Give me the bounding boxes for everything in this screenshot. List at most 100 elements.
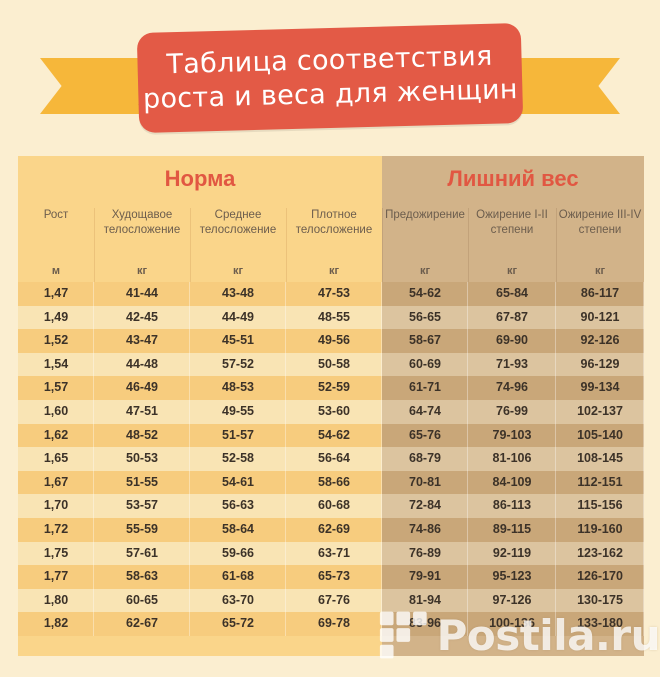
cell-background (190, 447, 286, 471)
table-row: 1,67 51-55 54-61 58-66 70-81 84-109 112-151 (18, 470, 644, 495)
weight-cell: 49-55 (222, 404, 254, 418)
table-row: 1,62 48-52 51-57 54-62 65-76 79-103 105-140 (18, 423, 644, 448)
weight-cell: 108-145 (577, 451, 623, 466)
cell-background (18, 352, 94, 377)
cell-background (286, 305, 382, 330)
cell-background (286, 541, 382, 566)
weight-cell: 65-84 (496, 286, 528, 300)
cell-background (94, 305, 190, 330)
cell-background (382, 447, 468, 471)
height-cell: 1,52 (43, 333, 69, 348)
cell-background (190, 518, 286, 542)
height-cell: 1,47 (43, 286, 69, 300)
weight-cell: 133-180 (577, 616, 623, 631)
weight-cell: 63-70 (222, 592, 254, 607)
cell-background (94, 352, 190, 377)
weight-cell: 72-84 (409, 498, 441, 513)
height-cell: 1,49 (43, 309, 69, 324)
weight-cell: 52-58 (222, 451, 254, 466)
cell-background (190, 470, 286, 495)
weight-cell: 130-175 (577, 592, 623, 607)
cell-background (190, 541, 286, 566)
weight-cell: 95-123 (492, 569, 532, 584)
cell-background (556, 494, 644, 518)
weight-cell: 76-99 (496, 404, 528, 418)
table-row: 1,80 60-65 63-70 67-76 81-94 97-126 130-175 (18, 588, 644, 613)
cell-background (382, 588, 468, 613)
weight-cell: 102-137 (577, 404, 623, 418)
cell-background (190, 423, 286, 448)
column-header-2: Среднее телосложение (199, 209, 277, 236)
cell-background (556, 447, 644, 471)
height-cell: 1,77 (43, 569, 69, 584)
weight-cell: 67-87 (496, 309, 528, 324)
weight-cell: 100-136 (489, 616, 535, 631)
weight-cell: 56-64 (318, 451, 350, 466)
weight-cell: 47-51 (126, 404, 158, 418)
weight-cell: 96-129 (580, 356, 620, 371)
height-cell: 1,65 (43, 451, 69, 466)
weight-cell: 92-119 (492, 545, 532, 560)
table-row: 1,47 41-44 43-48 47-53 54-62 65-84 86-117 (18, 282, 644, 306)
cell-background (468, 400, 556, 424)
height-weight-table: Норма Лишний вес Рост м Худощавое телослож… (18, 156, 644, 656)
weight-cell: 49-56 (318, 333, 350, 348)
cell-background (190, 329, 286, 353)
cell-background (286, 470, 382, 495)
weight-cell: 45-51 (222, 333, 254, 348)
weight-cell: 52-59 (318, 380, 350, 395)
cell-background (94, 518, 190, 542)
column-header-1: Худощавое телосложение (103, 209, 181, 236)
cell-background (382, 305, 468, 330)
column-separator (556, 208, 557, 282)
cell-background (468, 329, 556, 353)
table-row: 1,60 47-51 49-55 53-60 64-74 76-99 102-137 (18, 400, 644, 424)
cell-background (18, 305, 94, 330)
weight-cell: 61-68 (222, 569, 254, 584)
cell-background (190, 612, 286, 636)
cell-background (468, 494, 556, 518)
column-header-3: Плотное телосложение (295, 209, 373, 236)
cell-background (286, 282, 382, 306)
postila-logo-icon (379, 611, 427, 659)
weight-cell: 58-63 (126, 569, 158, 584)
weight-cell: 119-160 (577, 522, 623, 536)
weight-cell: 61-71 (409, 380, 441, 395)
weight-cell: 57-61 (126, 545, 158, 560)
cell-background (286, 518, 382, 542)
table-row: 1,57 46-49 48-53 52-59 61-71 74-96 99-134 (18, 376, 644, 400)
weight-cell: 53-60 (318, 404, 350, 418)
column-separator (286, 208, 287, 282)
table-row: 1,77 58-63 61-68 65-73 79-91 95-123 126-170 (18, 565, 644, 589)
column-unit-0: м (51, 265, 61, 277)
weight-cell: 63-71 (318, 545, 350, 560)
weight-cell: 68-79 (409, 451, 441, 466)
cell-background (18, 565, 94, 589)
weight-cell: 79-91 (409, 569, 441, 584)
cell-background (556, 588, 644, 613)
weight-cell: 115-156 (577, 498, 623, 513)
weight-cell: 81-94 (409, 592, 441, 607)
weight-cell: 41-44 (126, 286, 158, 300)
height-cell: 1,62 (43, 427, 69, 442)
weight-cell: 57-52 (222, 356, 254, 371)
cell-background (468, 541, 556, 566)
weight-cell: 51-57 (222, 427, 254, 442)
weight-cell: 42-45 (126, 309, 158, 324)
weight-cell: 89-115 (492, 522, 532, 536)
cell-background (382, 376, 468, 400)
weight-cell: 56-63 (222, 498, 254, 513)
weight-cell: 123-162 (577, 545, 623, 560)
cell-background (190, 282, 286, 306)
cell-background (190, 305, 286, 330)
column-unit-3: кг (328, 265, 340, 277)
cell-background (94, 329, 190, 353)
column-separator (94, 208, 95, 282)
weight-cell: 51-55 (126, 474, 158, 489)
cell-background (382, 541, 468, 566)
weight-cell: 54-62 (318, 427, 350, 442)
weight-cell: 48-53 (222, 380, 254, 395)
cell-background (94, 541, 190, 566)
weight-cell: 48-55 (318, 309, 350, 324)
cell-background (468, 565, 556, 589)
